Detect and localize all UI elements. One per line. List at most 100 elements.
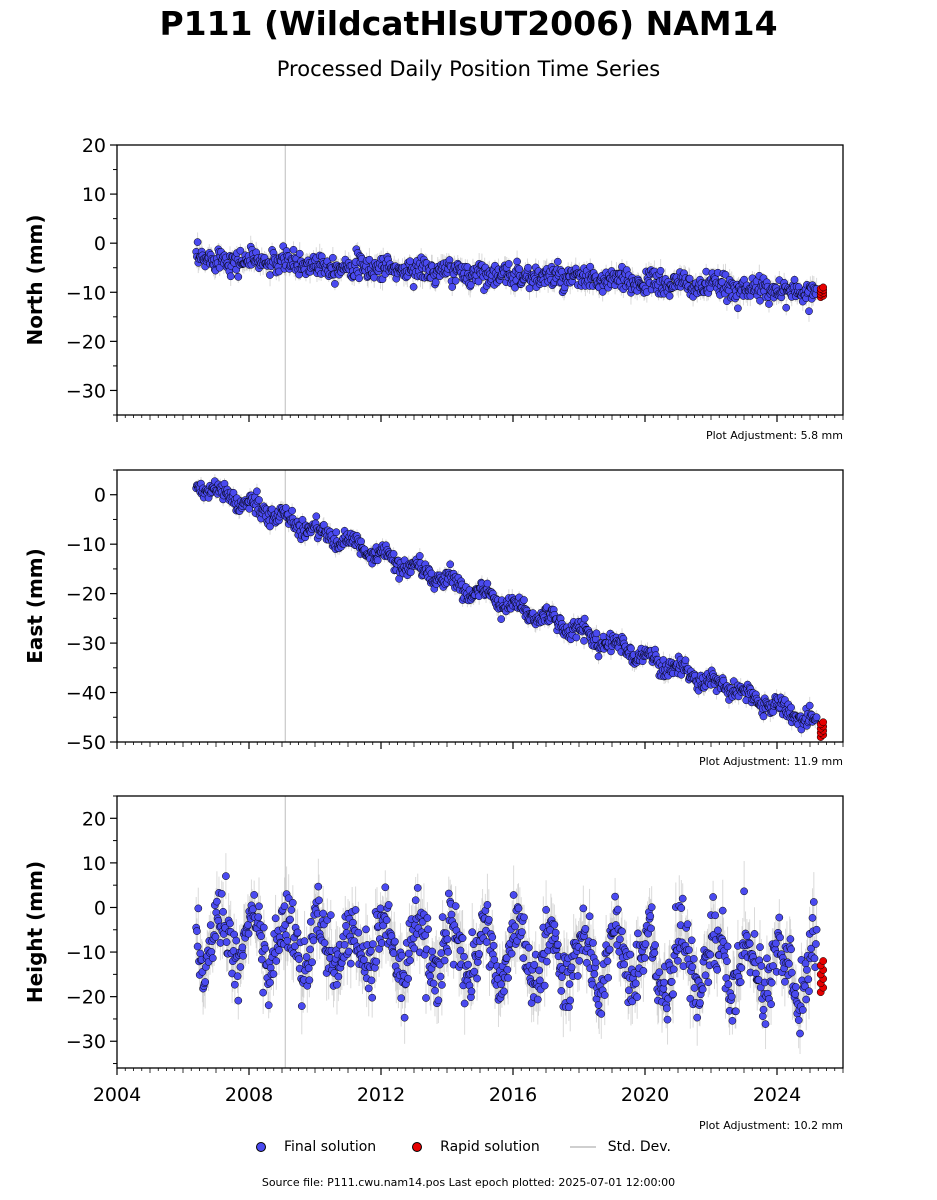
final-solution-point [255,902,263,911]
final-solution-point [344,947,353,956]
final-solution-point [238,943,247,952]
final-solution-point [261,944,270,953]
final-solution-point [257,955,266,964]
final-solution-point [451,276,460,285]
final-solution-point [812,713,821,722]
chart-subtitle: Processed Daily Position Time Series [276,57,661,81]
plot-adjustment-note: Plot Adjustment: 5.8 mm [706,429,843,442]
final-solution-point [515,265,524,273]
final-solution-point [302,953,311,961]
data-layer [192,232,828,322]
final-solution-point [233,972,242,981]
final-solution-point [734,304,742,313]
final-solution-point [409,283,418,291]
final-solution-point [283,936,292,945]
final-solution-point [592,629,601,638]
final-solution-point [217,889,226,898]
final-solution-point [244,929,253,938]
final-solution-point [319,909,328,918]
data-layer [192,474,828,741]
final-solution-point [415,552,424,560]
final-solution-point [211,933,220,941]
final-solution-point [765,300,773,308]
final-solution-point [193,238,202,246]
final-solution-point [266,978,274,987]
final-solution-point [201,978,210,986]
final-solution-point [656,266,665,275]
panel-east: 0 −10 −20 −30 −40 −50 East (mm) Plot Adjustment… [23,469,844,768]
y-tick-label: −30 [66,380,106,402]
final-solution-point [259,988,267,997]
final-solution-point [295,955,303,963]
final-solution-point [250,891,259,899]
final-solution-point [446,560,455,569]
y-tick-label: −20 [66,584,106,606]
final-solution-point [272,957,281,965]
final-solution-point [406,568,415,577]
final-solution-point [275,946,283,955]
final-solution-point [230,980,239,989]
final-solution-point [232,936,241,945]
y-tick-label: 0 [94,485,106,507]
final-solution-point [594,652,603,661]
final-solution-point [234,996,243,1005]
final-solution-point [259,923,268,932]
final-solution-point [287,906,296,914]
final-solution-point [333,980,341,989]
final-solution-point [805,701,814,710]
final-solution-point [297,1002,306,1010]
final-solution-point [194,904,203,913]
final-solution-point [328,253,337,262]
final-solution-point [206,921,215,929]
final-solution-point [553,257,562,266]
final-solution-point [286,915,294,924]
final-solution-point [351,906,360,914]
final-solution-point [291,942,299,951]
final-solution-point [331,280,339,288]
final-solution-point [306,945,314,954]
final-solution-point [226,919,234,928]
final-solution-point [504,260,513,268]
final-solution-point [280,902,289,911]
final-solution-point [255,496,263,504]
final-solution-point [315,896,323,905]
final-solution-point [222,938,231,946]
final-solution-point [406,257,414,266]
final-solution-point [289,245,298,254]
final-solution-point [239,951,247,960]
final-solution-point [373,556,382,565]
final-solution-point [219,907,227,916]
y-axis-label: North (mm) [23,214,47,345]
final-solution-point [236,246,245,255]
final-solution-point [332,528,341,537]
final-solution-point [193,927,201,935]
final-solution-point [304,964,313,973]
final-solution-point [346,959,355,968]
rapid-solution-point [819,718,828,727]
final-solution-point [721,270,730,279]
final-solution-point [483,579,492,588]
final-solution-point [580,614,589,623]
y-tick-label: −40 [66,683,106,705]
final-solution-point [193,942,202,951]
chart-title: P111 (WildcatHlsUT2006) NAM14 [159,4,778,43]
final-solution-point [520,596,528,604]
final-solution-point [298,515,307,524]
final-solution-point [787,703,795,712]
final-solution-point [309,936,318,945]
final-solution-point [681,656,690,665]
y-axis-label: East (mm) [23,548,47,664]
y-tick-label: 20 [82,135,106,157]
final-solution-point [580,636,588,645]
final-solution-point [288,898,297,907]
final-solution-point [759,712,768,721]
final-solution-point [354,928,363,937]
final-solution-point [513,257,521,266]
final-solution-point [226,272,235,281]
plot-adjustment-note: Plot Adjustment: 11.9 mm [699,755,843,768]
final-solution-point [254,913,263,921]
final-solution-point [236,963,245,971]
final-solution-point [308,958,316,967]
